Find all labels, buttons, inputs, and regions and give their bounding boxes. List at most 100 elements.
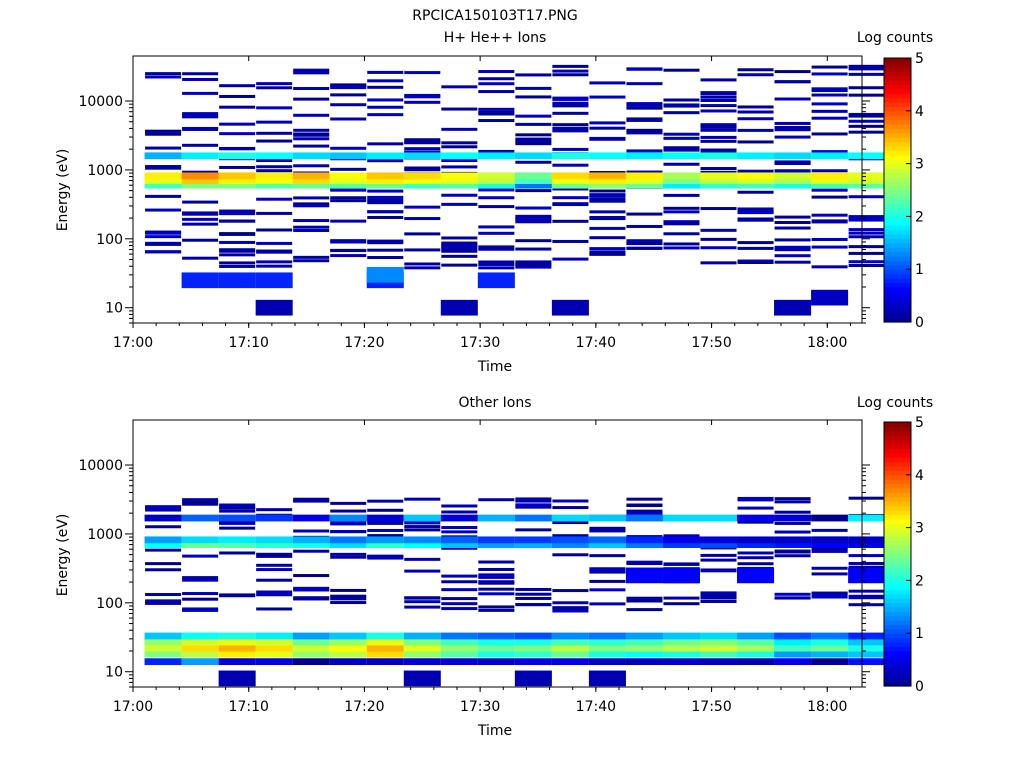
band-cell [737,638,775,646]
colorbar-swatch [884,488,911,493]
speckle-cell [478,119,515,123]
speckle-cell [404,217,441,221]
speckle-cell [626,106,663,110]
speckle-cell [552,111,589,115]
speckle-cell [774,521,811,525]
speckle-cell [737,520,774,524]
band-cell [625,152,663,160]
band-cell [662,650,700,658]
speckle-cell [441,546,478,550]
speckle-cell [626,149,663,153]
band-cell [700,650,738,658]
band-cell [329,541,367,548]
band-cell [774,638,812,646]
speckle-cell [478,247,515,251]
speckle-cell [145,241,182,245]
colorbar-swatch [884,426,911,432]
band-cell [329,638,367,646]
other-ions-panel: Other Ions Log counts Time Energy (eV) 1… [55,395,933,739]
speckle-cell [663,220,700,224]
band-cell [218,514,256,522]
speckle-cell [552,601,589,605]
speckle-cell [626,242,663,246]
band-cell [292,172,330,180]
band-cell [514,172,552,180]
speckle-cell [404,168,441,172]
band-cell [514,650,552,658]
colorbar-swatch [884,435,911,441]
speckle-cell [700,109,737,113]
speckle-cell [367,521,404,525]
speckle-cell [182,597,219,601]
band-cell [588,177,626,184]
speckle-cell [626,212,663,216]
speckle-cell [552,534,589,538]
speckle-cell [330,588,367,592]
speckle-cell [737,169,774,173]
band-cell [774,650,812,658]
colorbar-swatch [884,549,911,555]
speckle-cell [774,248,811,252]
colorbar-frame [883,421,912,687]
band-cell [329,152,367,160]
speckle-cell [367,534,404,538]
band-cell [255,536,293,544]
band-cell [625,638,663,646]
speckle-cell [515,142,552,146]
colorbar-swatch [884,58,911,63]
colorbar-swatch [884,681,911,687]
speckle-cell [663,111,700,115]
speckle-cell [589,528,626,532]
band-cell [774,536,812,544]
band-cell [551,644,589,652]
band-cell [811,658,849,666]
band-cell [848,152,886,160]
x-axis-label: Time [477,723,512,739]
band-cell [218,541,256,548]
colorbar-swatch [884,163,911,169]
band-cell [588,658,626,666]
colorbar-swatch [884,282,911,288]
speckle-cell [330,103,367,107]
speckle-cell [293,68,330,72]
speckle-cell [441,249,478,253]
speckle-cell [330,219,367,223]
speckle-cell [774,238,811,242]
speckle-cell [330,83,367,87]
speckle-cell [774,497,811,501]
speckle-cell [811,595,848,599]
speckle-cell [182,217,219,221]
speckle-cell [811,87,848,91]
speckle-cell [811,72,848,76]
band-cell [366,172,404,180]
speckle-cell [330,248,367,252]
band-cell [329,650,367,658]
speckle-cell [774,554,811,558]
speckle-cell [626,117,663,121]
band-cell [440,172,478,180]
speckle-cell [700,569,737,573]
band-cell [625,177,663,184]
colorbar-swatch [884,234,911,239]
colorbar-tick-label: 0 [915,315,924,331]
x-tick-label: 17:00 [113,699,153,715]
colorbar-swatch [884,137,911,143]
y-tick-label: 100 [96,232,123,248]
speckle-cell [404,232,441,236]
band-cell [477,172,515,180]
band-cell [292,541,330,548]
band-cell [440,536,478,544]
band-cell [662,644,700,652]
patch-cell [403,670,441,687]
speckle-cell [404,141,441,145]
colorbar-swatch [884,124,911,129]
speckle-cell [256,211,293,215]
speckle-cell [811,572,848,576]
speckle-cell [811,65,848,69]
colorbar-label: Log counts [857,30,933,46]
speckle-cell [737,506,774,510]
speckle-cell [774,530,811,534]
speckle-cell [589,588,626,592]
speckle-cell [700,592,737,596]
speckle-cell [737,241,774,245]
